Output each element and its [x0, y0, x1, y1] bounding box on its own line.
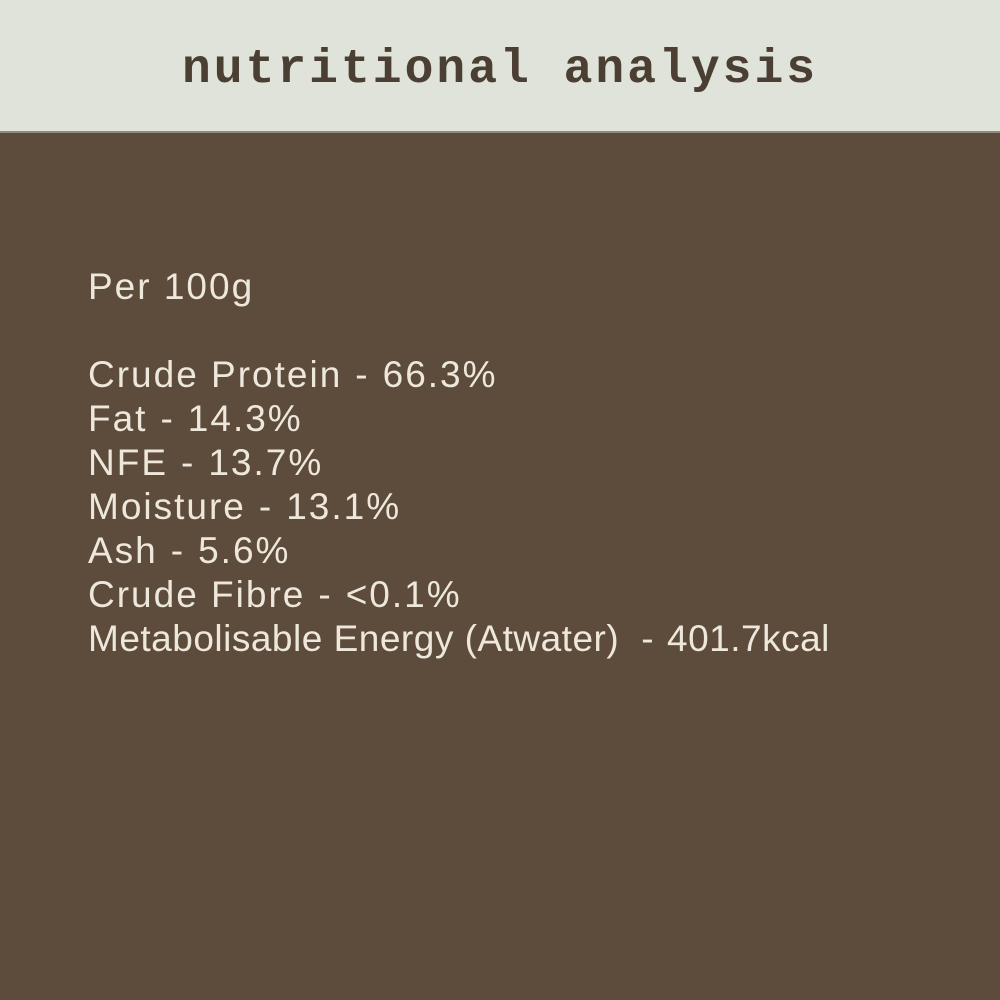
nutrient-row-crude-protein: Crude Protein -66.3%: [88, 353, 830, 397]
nutrient-separator: -: [641, 618, 655, 659]
nutrient-row-metabolisable-energy: Metabolisable Energy (Atwater) -401.7kcal: [88, 617, 830, 661]
nutrient-separator: -: [258, 486, 274, 527]
nutrient-row-nfe: NFE -13.7%: [88, 441, 830, 485]
nutrient-value: 14.3%: [187, 398, 303, 439]
header-band: nutritional analysis: [0, 0, 1000, 133]
nutrient-value: 13.7%: [208, 442, 324, 483]
nutrient-value: 13.1%: [286, 486, 402, 527]
nutrient-value: 401.7kcal: [667, 618, 830, 659]
nutrient-separator: -: [160, 398, 175, 439]
nutrient-label: Fat: [88, 398, 148, 439]
nutrient-label: NFE: [88, 442, 168, 483]
nutrient-label: Crude Fibre: [88, 574, 306, 615]
nutrient-value: 5.6%: [198, 530, 291, 571]
nutrient-value: <0.1%: [345, 574, 462, 615]
nutritional-analysis-panel: Per 100g Crude Protein -66.3% Fat -14.3% N…: [88, 265, 830, 661]
page-title: nutritional analysis: [181, 42, 819, 97]
nutrient-separator: -: [170, 530, 186, 571]
nutrient-row-crude-fibre: Crude Fibre - <0.1%: [88, 573, 830, 617]
nutrient-label: Ash: [88, 530, 158, 571]
nutrient-separator: -: [181, 442, 196, 483]
nutrient-row-ash: Ash -5.6%: [88, 529, 830, 573]
nutrient-separator: -: [355, 354, 370, 395]
nutrient-value: 66.3%: [382, 354, 498, 395]
nutrient-label: Crude Protein: [88, 354, 343, 395]
serving-size-label: Per 100g: [88, 266, 255, 307]
nutrient-separator: -: [318, 574, 333, 615]
nutrient-row-fat: Fat -14.3%: [88, 397, 830, 441]
nutrient-label: Moisture: [88, 486, 246, 527]
nutrient-row-moisture: Moisture -13.1%: [88, 485, 830, 529]
nutrient-label: Metabolisable Energy (Atwater): [88, 618, 620, 659]
